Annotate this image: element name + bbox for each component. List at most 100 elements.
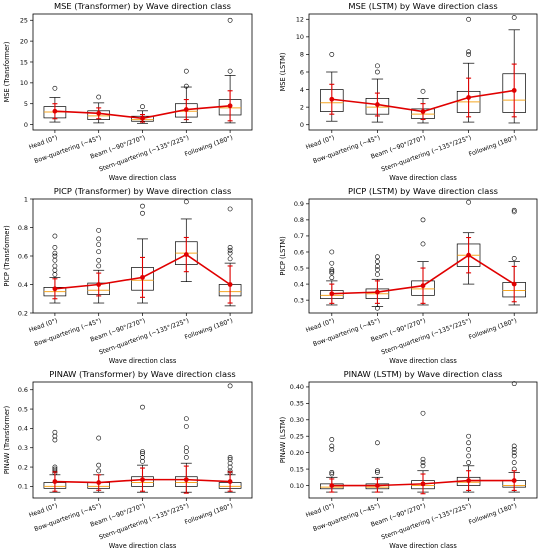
outlier-point [420,460,426,465]
outlier-point [329,471,335,477]
y-tick-label: 0 [300,121,304,129]
axes-frame [32,381,253,499]
mean-point [375,289,380,295]
mean-point [227,103,233,109]
outlier-point [140,104,145,110]
mean-point [96,110,102,116]
outlier-point [140,203,145,209]
outlier-point [52,245,58,250]
y-tick-label: 10 [20,79,28,87]
mean-point [183,107,189,112]
x-tick-label: Stern-quartering (~135°/225°) [380,316,472,356]
outlier-point [466,446,471,452]
outlier-point [374,69,380,75]
mean-point [329,291,335,297]
outlier-point [329,249,335,255]
mean-point [420,481,426,487]
chart-title: PINAW (LSTM) by Wave direction class [344,369,503,379]
outlier-point [420,463,426,469]
outlier-point [374,267,380,273]
x-tick-label: Following (180°) [468,316,518,341]
chart-panel-1: MSE (Transformer) by Wave direction clas… [3,1,253,182]
mean-point [227,479,233,484]
mean-point [183,477,189,483]
y-tick-label: 0.40 [290,383,304,391]
chart-panel-6: PINAW (LSTM) by Wave direction class PINA… [279,369,538,550]
outlier-point [466,16,471,22]
mean-point [375,483,380,488]
outlier-point [52,433,58,439]
y-tick-label: 4 [300,86,304,94]
outlier-point [96,249,102,255]
y-tick-label: 0.1 [18,483,28,491]
outlier-point [511,453,517,459]
x-tick-label: Following (180°) [468,501,518,526]
outlier-point [96,227,102,233]
chart-panel-4: PICP (LSTM) by Wave direction class PICP … [279,186,538,365]
outlier-point [183,445,189,451]
mean-point [375,102,380,107]
outlier-point [52,253,58,259]
outlier-point [183,199,189,205]
axes-frame [32,198,253,314]
x-tick-label: Head (0°) [28,316,59,334]
y-tick-label: 0.7 [294,232,304,240]
y-tick-label: 0.30 [290,416,304,424]
axes-frame [32,13,253,131]
outlier-point [227,250,233,256]
outlier-point [183,449,189,454]
x-tick-label: Head (0°) [305,133,336,151]
x-tick-label: Head (0°) [305,501,336,519]
chart-title: PICP (LSTM) by Wave direction class [348,186,498,196]
outlier-point [466,440,471,446]
outlier-point [227,454,233,460]
mean-point [329,483,335,488]
y-tick-label: 0.6 [294,248,304,256]
outlier-point [52,263,58,269]
outlier-point [96,94,102,100]
outlier-point [227,464,233,470]
outlier-point [227,256,233,262]
outlier-point [140,454,145,460]
outlier-point [329,437,335,442]
y-tick-label: 0.2 [18,463,28,471]
outlier-point [96,263,102,269]
y-tick-label: 12 [296,16,304,24]
y-tick-label: 20 [20,37,28,45]
outlier-point [511,256,517,261]
y-tick-label: 0.8 [294,216,304,224]
outlier-point [183,454,189,460]
outlier-point [329,52,335,57]
outlier-point [374,468,380,474]
outlier-point [227,245,233,250]
x-axis-label: Wave direction class [109,357,177,365]
x-tick-label: Head (0°) [28,133,59,151]
outlier-point [511,209,517,215]
outlier-point [227,456,233,462]
x-tick-label: Following (180°) [183,316,233,341]
y-tick-label: 0 [24,121,28,129]
axes-frame [308,13,538,131]
y-tick-label: 0.15 [290,465,304,473]
outlier-point [52,466,58,472]
chart-title: MSE (LSTM) by Wave direction class [348,1,497,11]
mean-point [227,282,233,287]
y-axis-label: PINAW (LSTM) [279,417,287,463]
outlier-point [140,210,145,216]
mean-point [466,95,471,100]
outlier-point [511,460,517,465]
outlier-point [96,435,102,441]
outlier-point [96,257,102,263]
y-tick-label: 6 [300,68,304,76]
y-tick-label: 0.4 [18,425,28,433]
mean-point [140,115,145,121]
y-tick-label: 0.25 [290,433,304,441]
y-tick-label: 8 [300,51,304,59]
mean-point [466,478,471,483]
outlier-point [183,83,189,89]
y-tick-label: 0.10 [290,482,304,490]
outlier-point [329,469,335,475]
outlier-point [329,268,335,274]
y-tick-label: 0.3 [294,296,304,304]
outlier-point [466,199,471,205]
